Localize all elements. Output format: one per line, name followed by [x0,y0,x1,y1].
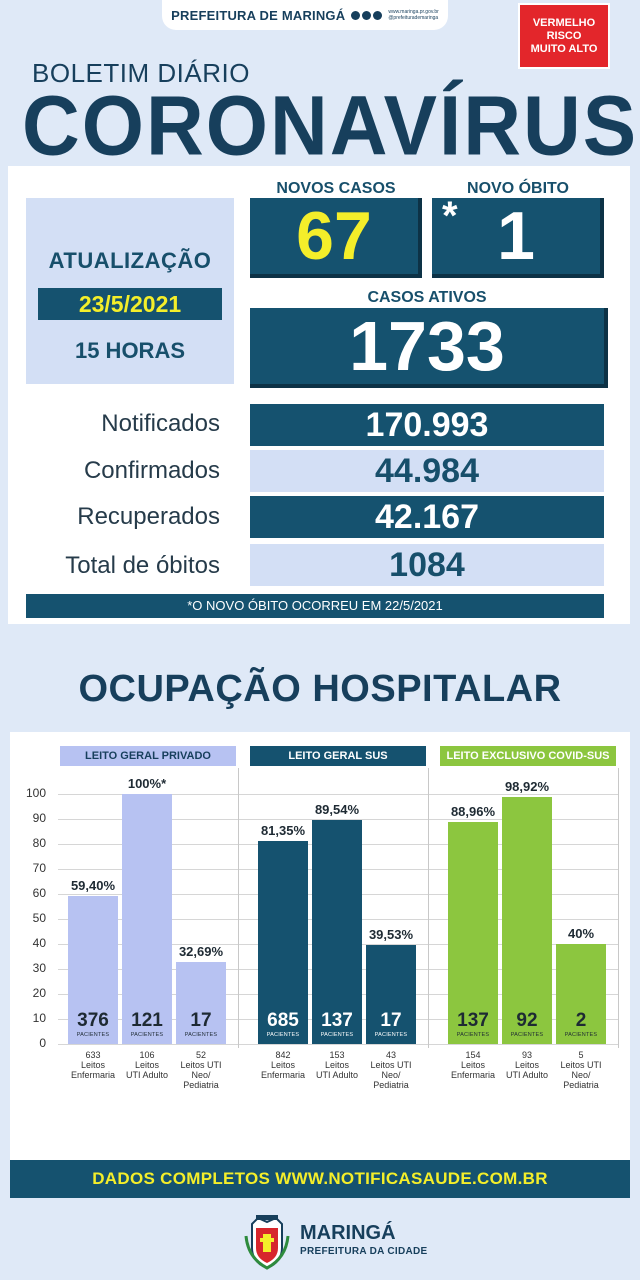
twitter-icon [362,10,372,20]
risk-line-1: VERMELHO [532,16,596,29]
bulletin-subtitle: BOLETIM DIÁRIO [32,58,250,88]
city-crest-icon [244,1215,290,1270]
update-hour: 15 HORAS [74,338,186,363]
social-handle: @prefeiturademaringa [388,15,439,21]
stat-value-notified: 170.993 [250,404,604,446]
update-label: ATUALIZAÇÃO [48,248,212,273]
stat-label-confirmed: Confirmados [83,457,220,484]
asterisk-mark: * [442,194,458,238]
risk-line-2: RISCO [546,29,582,42]
social-icons [351,10,383,20]
risk-line-3: MUITO ALTO [530,42,598,55]
instagram-icon [351,10,361,20]
org-name: PREFEITURA DE MARINGÁ [171,7,346,23]
stat-label-recovered: Recuperados [77,503,220,530]
hospital-title: OCUPAÇÃO HOSPITALAR [78,668,562,710]
active-cases-value: 1733 [250,308,608,388]
risk-badge: VERMELHO RISCO MUITO ALTO [518,3,610,69]
site-url[interactable]: www.maringa.pr.gov.br [388,9,439,15]
new-death-value: 1 [497,198,535,274]
city-subtitle: PREFEITURA DA CIDADE [300,1246,428,1257]
stat-label-deaths: Total de óbitos [65,552,220,579]
new-cases-value: 67 [250,198,422,278]
death-note: *O NOVO ÓBITO OCORREU EM 22/5/2021 [26,594,604,618]
new-death-label: NOVO ÓBITO [467,180,569,197]
new-cases-label: NOVOS CASOS [276,180,396,197]
new-death-box: * 1 [432,194,604,278]
stat-value-recovered: 42.167 [250,496,604,538]
stat-value-confirmed: 44.984 [250,450,604,492]
facebook-icon [373,10,383,20]
active-cases-label: CASOS ATIVOS [367,289,487,306]
top-header-pill: PREFEITURA DE MARINGÁ www.maringa.pr.gov… [162,0,448,30]
stat-value-deaths: 1084 [250,544,604,586]
update-date: 23/5/2021 [38,288,222,320]
footer-link-bar[interactable]: DADOS COMPLETOS WWW.NOTIFICASAUDE.COM.BR [10,1160,630,1198]
occupancy-chart-panel [10,732,630,1162]
header-links: www.maringa.pr.gov.br @prefeiturademarin… [388,9,438,21]
bulletin-title: CORONAVÍRUS [22,79,639,173]
stat-label-notified: Notificados [101,410,220,437]
city-name: MARINGÁ [300,1222,396,1244]
